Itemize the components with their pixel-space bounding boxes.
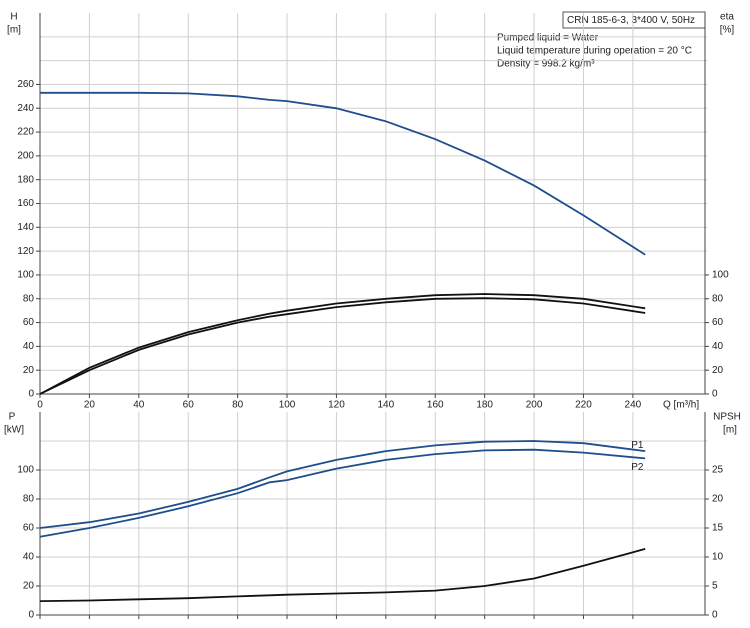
y-tick-label: 180 bbox=[17, 174, 34, 185]
y2-tick-label: 40 bbox=[712, 341, 724, 352]
y-tick-label: 60 bbox=[23, 523, 35, 534]
y-tick-label: 0 bbox=[28, 389, 34, 400]
y2-tick-label: 60 bbox=[712, 317, 724, 328]
x-tick-label: 40 bbox=[133, 400, 145, 411]
y-tick-label: 140 bbox=[17, 222, 34, 233]
y2-axis-unit: [m] bbox=[723, 425, 737, 436]
x-tick-label: 200 bbox=[526, 400, 543, 411]
y-tick-label: 260 bbox=[17, 79, 34, 90]
curve bbox=[39, 297, 646, 395]
y-axis-label: P bbox=[9, 412, 16, 423]
y2-tick-label: 80 bbox=[712, 293, 724, 304]
curve bbox=[39, 440, 646, 529]
x-tick-label: 100 bbox=[279, 400, 296, 411]
x-tick-label: 20 bbox=[84, 400, 96, 411]
x-tick-label: 120 bbox=[328, 400, 345, 411]
y2-tick-label: 0 bbox=[712, 610, 718, 621]
y2-tick-label: 100 bbox=[712, 270, 729, 281]
y2-tick-label: 25 bbox=[712, 465, 724, 476]
annotation: Liquid temperature during operation = 20… bbox=[497, 46, 692, 57]
y2-axis-label: eta bbox=[720, 12, 734, 23]
series-label: P1 bbox=[631, 440, 644, 451]
y-tick-label: 20 bbox=[23, 365, 35, 376]
annotation: Pumped liquid = Water bbox=[497, 33, 599, 44]
x-axis-label: Q [m³/h] bbox=[663, 400, 699, 411]
y-tick-label: 120 bbox=[17, 246, 34, 257]
y2-tick-label: 5 bbox=[712, 581, 718, 592]
y2-tick-label: 15 bbox=[712, 523, 724, 534]
x-tick-label: 140 bbox=[378, 400, 395, 411]
x-tick-label: 80 bbox=[232, 400, 244, 411]
y-tick-label: 100 bbox=[17, 270, 34, 281]
y-axis-unit: [kW] bbox=[4, 425, 24, 436]
y-axis-label: H bbox=[10, 12, 17, 23]
y-tick-label: 240 bbox=[17, 103, 34, 114]
y-tick-label: 80 bbox=[23, 494, 35, 505]
y-tick-label: 200 bbox=[17, 151, 34, 162]
curve bbox=[39, 448, 646, 538]
curve bbox=[39, 548, 646, 602]
y-tick-label: 80 bbox=[23, 293, 35, 304]
y2-tick-label: 20 bbox=[712, 365, 724, 376]
y-tick-label: 220 bbox=[17, 127, 34, 138]
y-tick-label: 160 bbox=[17, 198, 34, 209]
y2-axis-label: NPSH bbox=[713, 412, 741, 423]
x-tick-label: 0 bbox=[37, 400, 43, 411]
y-axis-unit: [m] bbox=[7, 25, 21, 36]
y2-axis-unit: [%] bbox=[720, 25, 735, 36]
x-tick-label: 240 bbox=[625, 400, 642, 411]
x-tick-label: 180 bbox=[476, 400, 493, 411]
y-tick-label: 40 bbox=[23, 341, 35, 352]
y2-tick-label: 10 bbox=[712, 552, 724, 563]
y-tick-label: 20 bbox=[23, 581, 35, 592]
y-tick-label: 40 bbox=[23, 552, 35, 563]
curve bbox=[40, 91, 646, 256]
annotation: Density = 998.2 kg/m³ bbox=[497, 59, 595, 70]
y-tick-label: 0 bbox=[28, 610, 34, 621]
x-tick-label: 220 bbox=[575, 400, 592, 411]
y2-tick-label: 20 bbox=[712, 494, 724, 505]
chart-title: CRN 185-6-3, 3*400 V, 50Hz bbox=[567, 15, 695, 26]
curve bbox=[39, 293, 646, 395]
x-tick-label: 160 bbox=[427, 400, 444, 411]
y2-tick-label: 0 bbox=[712, 389, 718, 400]
y-tick-label: 100 bbox=[17, 465, 34, 476]
x-tick-label: 60 bbox=[183, 400, 195, 411]
y-tick-label: 60 bbox=[23, 317, 35, 328]
series-label: P2 bbox=[631, 462, 644, 473]
